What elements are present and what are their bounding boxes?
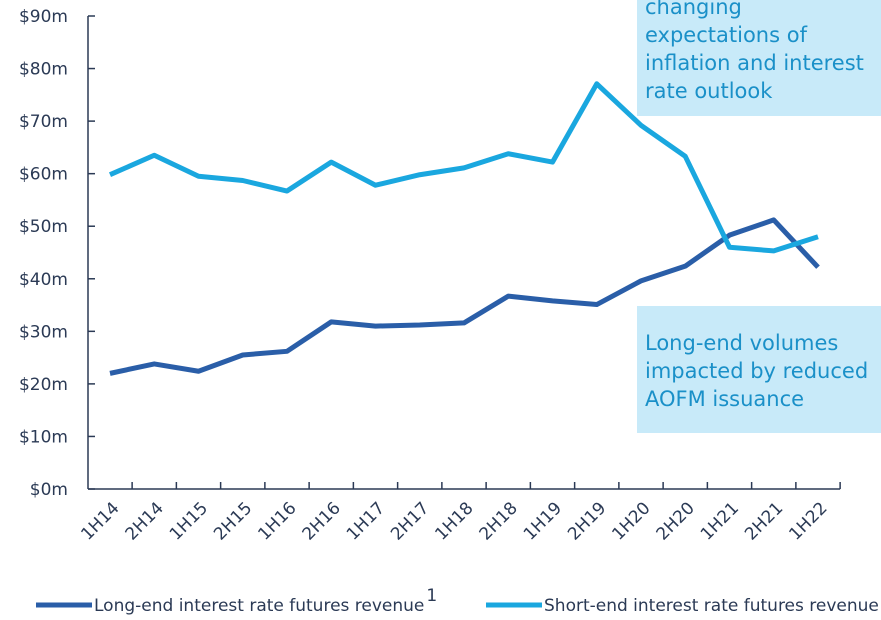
x-tick-label: 1H18 <box>431 498 477 544</box>
x-tick-label: 1H15 <box>166 498 212 544</box>
annotation-text: expectations of <box>645 23 808 47</box>
y-tick-label: $60m <box>19 165 68 185</box>
x-tick-label: 2H14 <box>122 498 168 544</box>
x-tick-label: 2H15 <box>210 498 256 544</box>
x-tick-label: 2H17 <box>387 498 433 544</box>
annotation-text: rate outlook <box>645 79 773 103</box>
y-tick-label: $10m <box>19 427 68 447</box>
x-tick-label: 1H21 <box>697 498 743 544</box>
y-tick-label: $30m <box>19 322 68 342</box>
annotation-text: AOFM issuance <box>645 387 804 411</box>
x-tick-label: 2H20 <box>653 498 699 544</box>
legend-label: Long-end interest rate futures revenue <box>94 596 424 616</box>
x-tick-label: 1H17 <box>343 498 389 544</box>
x-tick-label: 2H18 <box>476 498 522 544</box>
y-tick-label: $50m <box>19 217 68 237</box>
annotation-box <box>637 306 881 433</box>
line-series <box>109 217 820 376</box>
x-tick-label: 1H19 <box>520 498 566 544</box>
y-tick-label: $40m <box>19 270 68 290</box>
legend-footnote: 1 <box>426 586 437 606</box>
line-series <box>108 81 819 254</box>
y-tick-label: $0m <box>30 480 68 500</box>
x-tick-label: 2H16 <box>299 498 345 544</box>
y-tick-label: $70m <box>19 112 68 132</box>
annotation-text: inflation and interest <box>645 51 864 75</box>
x-tick-label: 1H22 <box>785 498 831 544</box>
x-tick-label: 2H21 <box>741 498 787 544</box>
legend-label: Short-end interest rate futures revenue <box>544 596 879 616</box>
y-tick-label: $20m <box>19 375 68 395</box>
annotation-box <box>637 0 881 116</box>
x-tick-label: 1H16 <box>254 498 300 544</box>
annotation-text: changing <box>645 0 742 19</box>
x-tick-label: 2H19 <box>564 498 610 544</box>
y-tick-label: $80m <box>19 60 68 80</box>
x-tick-label: 1H20 <box>608 498 654 544</box>
y-tick-label: $90m <box>19 7 68 27</box>
x-tick-label: 1H14 <box>77 498 123 544</box>
annotation-text: Long-end volumes <box>645 331 838 355</box>
annotation-text: impacted by reduced <box>645 359 868 383</box>
